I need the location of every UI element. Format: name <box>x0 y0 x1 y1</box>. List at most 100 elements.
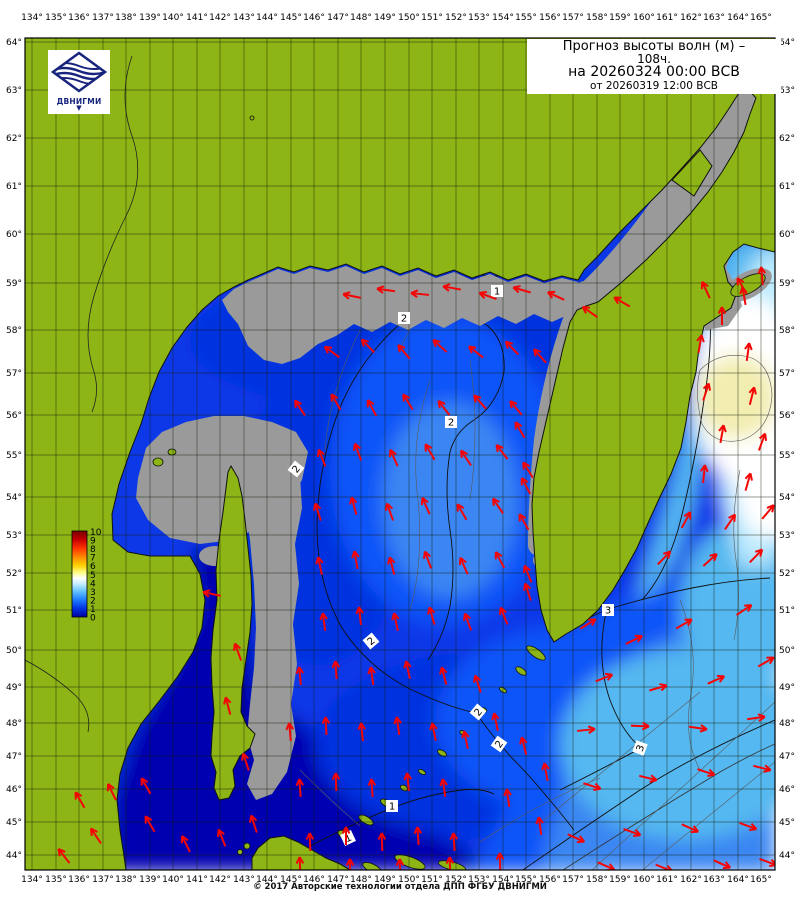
lat-tick-label-right: 46° <box>779 785 795 795</box>
island <box>394 854 426 870</box>
wave-direction-arrow <box>478 290 497 301</box>
wave-direction-arrow <box>509 400 523 416</box>
wave-direction-arrow <box>680 511 692 529</box>
svg-text:2: 2 <box>473 707 486 719</box>
lon-tick-label-top: 140° <box>162 13 184 23</box>
title-line-1: Прогноз высоты волн (м) – <box>562 39 746 54</box>
wave-direction-arrow <box>473 674 482 693</box>
lon-tick-label-top: 155° <box>515 13 537 23</box>
svg-text:2: 2 <box>290 464 303 476</box>
wave-direction-arrow <box>503 788 512 808</box>
lon-tick-label-bottom: 153° <box>468 875 490 885</box>
wave-direction-arrow <box>439 666 448 685</box>
logo-text: ДВНИГМИ <box>56 97 102 106</box>
island <box>167 448 177 456</box>
wave-direction-arrow <box>432 339 448 353</box>
wave-direction-arrow <box>367 778 377 798</box>
sea-wave-height-zone <box>697 355 775 439</box>
wave-height-contour <box>299 769 361 827</box>
lon-tick-label-top: 136° <box>68 13 90 23</box>
wave-direction-arrow <box>759 857 775 868</box>
lat-tick-label-right: 61° <box>779 182 795 192</box>
lon-tick-label-top: 134° <box>21 13 43 23</box>
wave-direction-arrow <box>504 340 519 356</box>
lon-tick-label-bottom: 149° <box>374 875 396 885</box>
lon-tick-label-bottom: 142° <box>209 875 231 885</box>
wave-direction-arrow <box>295 856 305 870</box>
wave-direction-arrow <box>675 618 693 630</box>
lon-tick-label-bottom: 157° <box>562 875 584 885</box>
wave-direction-arrow <box>429 722 438 742</box>
lon-tick-label-top: 162° <box>680 13 702 23</box>
wave-direction-arrow <box>681 823 700 834</box>
legend-tick-label: 8 <box>90 545 96 555</box>
lat-tick-label-left: 54° <box>6 493 22 503</box>
lon-tick-label-bottom: 155° <box>515 875 537 885</box>
lat-tick-label-left: 62° <box>6 134 22 144</box>
wave-direction-arrow <box>473 394 487 410</box>
wave-height-contour <box>409 311 505 661</box>
wave-height-contour <box>522 719 775 870</box>
lat-tick-label-right: 59° <box>779 279 795 289</box>
lat-tick-label-right: 55° <box>779 451 795 461</box>
lon-tick-label-top: 158° <box>586 13 608 23</box>
wave-direction-arrow <box>757 432 768 451</box>
lon-tick-label-bottom: 134° <box>21 875 43 885</box>
wave-direction-arrow <box>547 290 565 301</box>
lon-tick-label-top: 154° <box>492 13 514 23</box>
wave-direction-arrow <box>319 612 328 632</box>
wave-direction-arrow <box>316 448 327 467</box>
island <box>417 768 427 776</box>
lon-tick-label-top: 159° <box>609 13 631 23</box>
legend-tick-label: 2 <box>90 596 96 606</box>
lat-tick-label-right: 58° <box>779 326 795 336</box>
wave-direction-arrow <box>355 606 364 626</box>
svg-text:1: 1 <box>494 287 500 298</box>
lon-tick-label-bottom: 138° <box>115 875 137 885</box>
wave-direction-arrow <box>345 858 355 870</box>
wave-direction-arrow <box>522 564 533 583</box>
wave-direction-arrow <box>223 696 232 715</box>
logo-chevron-icon: ▼ <box>76 104 82 112</box>
wave-direction-arrow <box>410 289 430 298</box>
lat-tick-label-left: 53° <box>6 531 22 541</box>
lon-tick-label-bottom: 135° <box>45 875 67 885</box>
lat-tick-label-right: 63° <box>779 86 795 96</box>
wave-direction-arrow <box>330 393 342 411</box>
lat-tick-label-left: 44° <box>6 851 22 861</box>
lon-tick-label-bottom: 141° <box>186 875 208 885</box>
wave-direction-arrow <box>403 660 412 680</box>
wave-direction-arrow <box>576 725 596 734</box>
wave-direction-arrow <box>761 504 775 520</box>
wave-direction-arrow <box>518 513 530 531</box>
wave-direction-arrow <box>341 826 351 845</box>
island <box>399 784 409 792</box>
wave-direction-arrow <box>523 582 532 601</box>
contour-label: 2 <box>445 416 457 429</box>
wave-direction-arrow <box>387 556 396 575</box>
wave-direction-arrow <box>202 589 222 598</box>
lat-tick-label-left: 58° <box>6 326 22 336</box>
legend-tick-label: 3 <box>90 588 96 598</box>
lon-tick-label-bottom: 159° <box>609 875 631 885</box>
lat-tick-label-left: 47° <box>6 752 22 762</box>
wave-direction-arrow <box>360 338 375 354</box>
lon-tick-label-bottom: 137° <box>92 875 114 885</box>
wave-direction-arrow <box>657 550 672 566</box>
wave-direction-arrow <box>351 550 360 570</box>
wave-direction-arrow <box>567 833 586 844</box>
wave-direction-arrow <box>89 827 102 845</box>
sea-ice-patch <box>236 448 302 800</box>
lat-tick-label-left: 48° <box>6 719 22 729</box>
legend-tick-label: 1 <box>90 605 96 615</box>
map-frame <box>24 37 776 871</box>
island <box>237 849 243 855</box>
svg-text:3: 3 <box>635 743 648 753</box>
wave-direction-arrow <box>724 513 737 531</box>
lon-tick-label-bottom: 143° <box>233 875 255 885</box>
graticule <box>25 38 775 870</box>
svg-text:2: 2 <box>493 739 506 751</box>
lat-tick-label-right: 51° <box>779 606 795 616</box>
lat-tick-label-left: 56° <box>6 411 22 421</box>
